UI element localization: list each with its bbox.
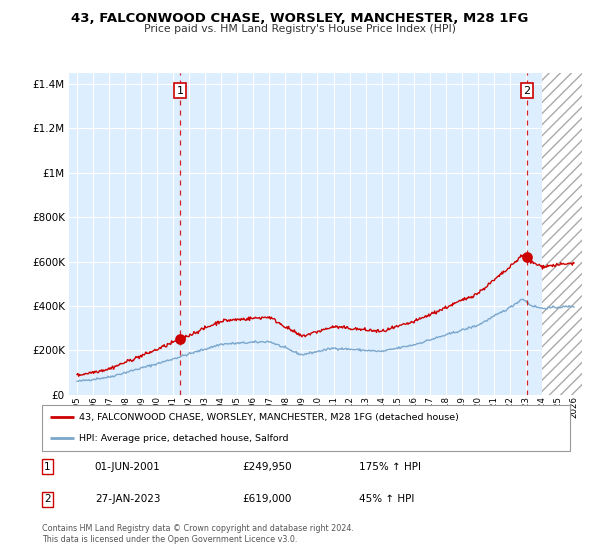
Text: 27-JAN-2023: 27-JAN-2023 [95,494,160,505]
Text: 2: 2 [44,494,50,505]
Point [175,335,185,344]
Text: 43, FALCONWOOD CHASE, WORSLEY, MANCHESTER, M28 1FG (detached house): 43, FALCONWOOD CHASE, WORSLEY, MANCHESTE… [79,413,459,422]
Text: 1: 1 [44,461,50,472]
Text: HPI: Average price, detached house, Salford: HPI: Average price, detached house, Salf… [79,434,289,443]
Text: 01-JUN-2001: 01-JUN-2001 [95,461,161,472]
Text: Contains HM Land Registry data © Crown copyright and database right 2024.: Contains HM Land Registry data © Crown c… [42,524,354,533]
Text: 1: 1 [176,86,184,96]
Text: £619,000: £619,000 [242,494,292,505]
Point [522,253,532,262]
Text: 45% ↑ HPI: 45% ↑ HPI [359,494,414,505]
Bar [542,73,582,395]
Text: Price paid vs. HM Land Registry's House Price Index (HPI): Price paid vs. HM Land Registry's House … [144,24,456,34]
Text: £249,950: £249,950 [242,461,292,472]
FancyBboxPatch shape [42,405,570,451]
Text: 43, FALCONWOOD CHASE, WORSLEY, MANCHESTER, M28 1FG: 43, FALCONWOOD CHASE, WORSLEY, MANCHESTE… [71,12,529,25]
Text: 2: 2 [523,86,530,96]
Text: 175% ↑ HPI: 175% ↑ HPI [359,461,421,472]
Text: This data is licensed under the Open Government Licence v3.0.: This data is licensed under the Open Gov… [42,535,298,544]
